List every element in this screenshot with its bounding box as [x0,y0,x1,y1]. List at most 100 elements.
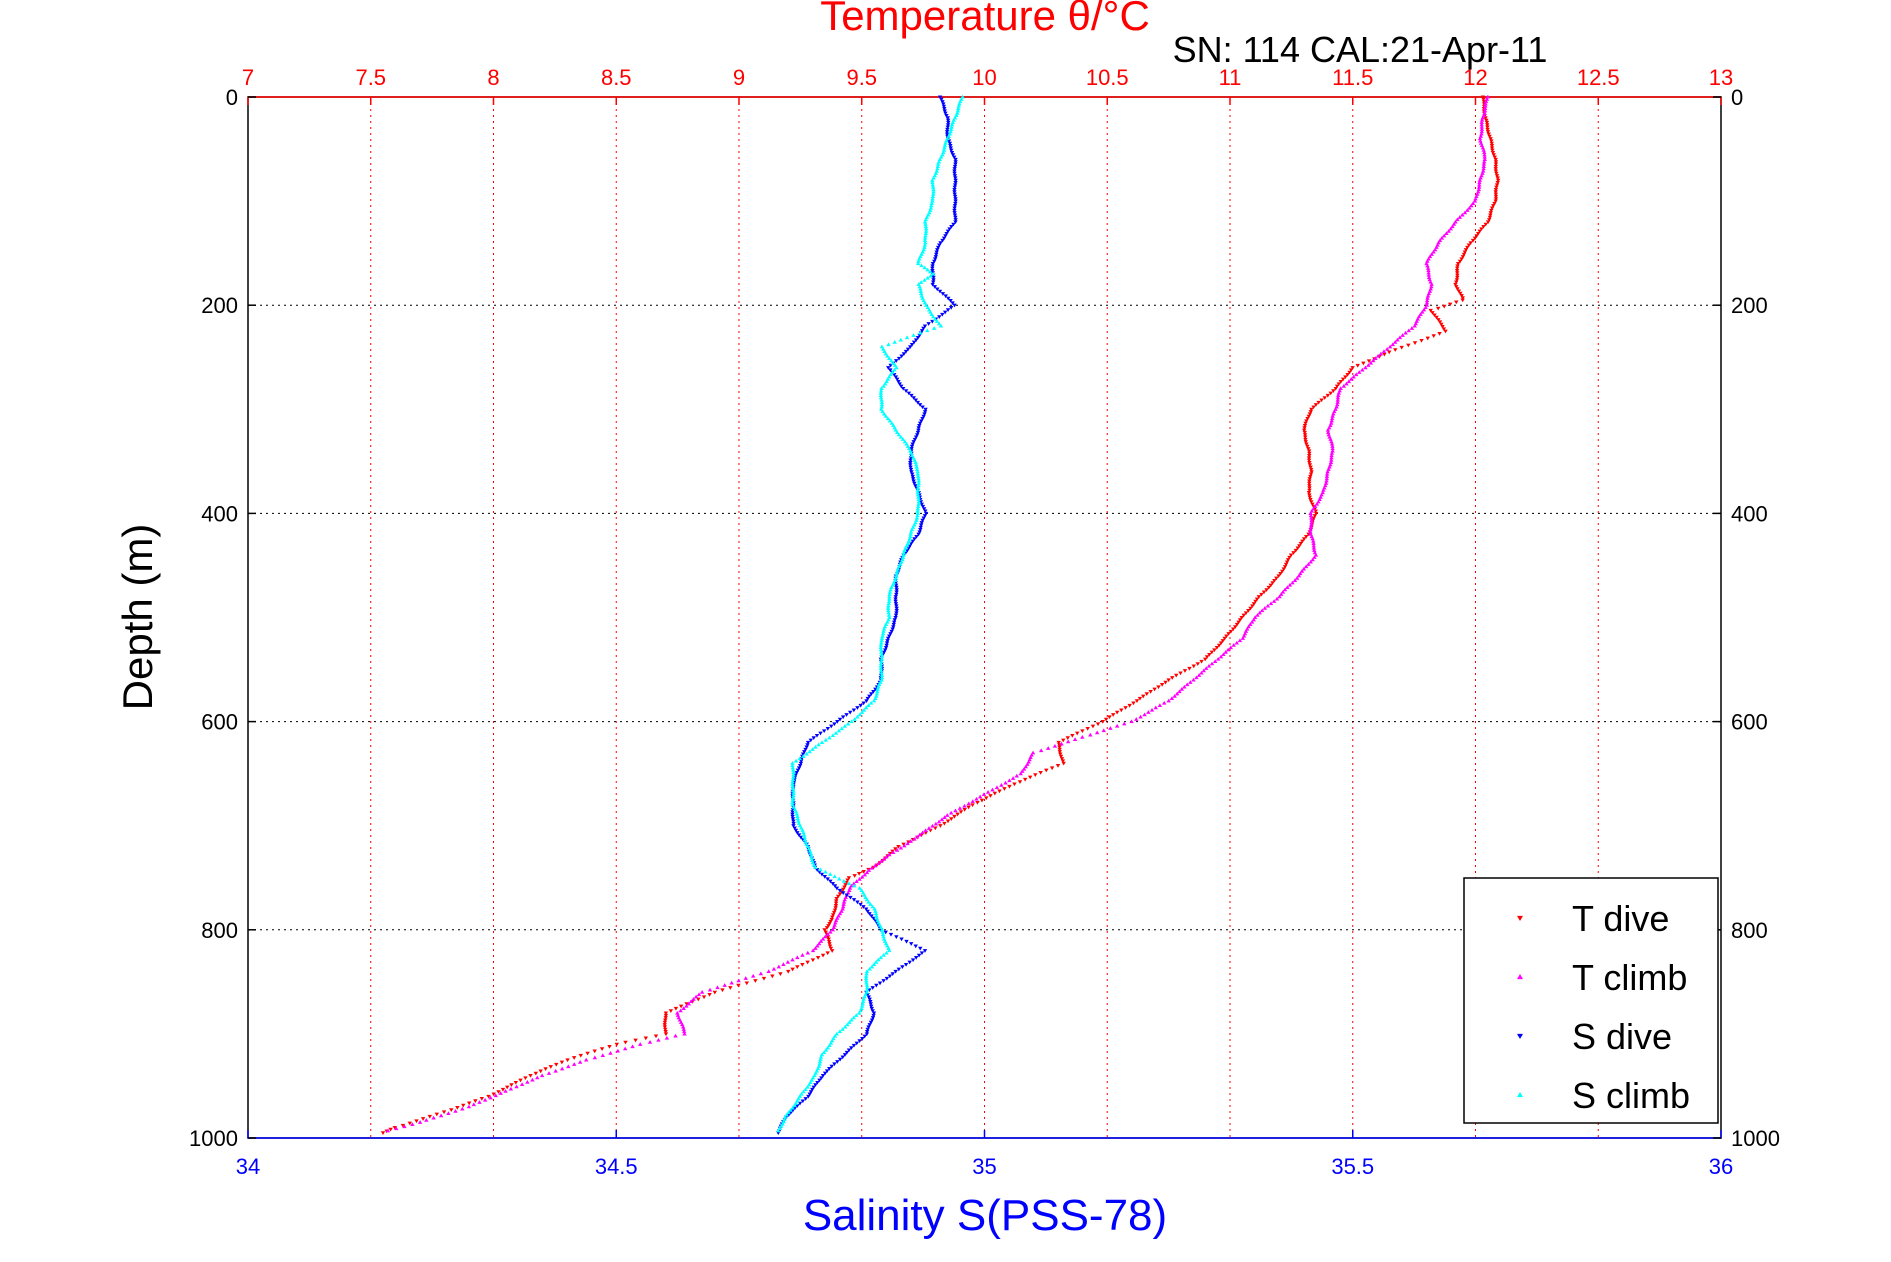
data-point [920,405,925,410]
data-point [1166,678,1171,683]
data-point [894,588,899,592]
data-point [898,337,904,342]
data-point [875,689,880,694]
data-point [946,139,952,144]
data-point [921,414,926,419]
depth-tick-label-left: 400 [201,501,238,526]
data-point [906,391,912,396]
data-point [999,783,1004,787]
data-point [1255,612,1260,617]
data-point [1462,250,1468,255]
data-point [943,294,948,299]
data-point [893,427,898,432]
data-point [827,1043,832,1048]
data-point [663,1030,668,1034]
data-point [566,1064,571,1069]
data-point [1482,157,1487,161]
data-point [857,885,862,890]
data-point [825,932,830,936]
data-point [1330,446,1335,451]
data-point [1482,108,1488,113]
data-point [795,955,800,960]
data-point [885,606,891,610]
data-point [1312,548,1317,552]
data-point [801,830,806,835]
data-point [889,420,895,425]
data-point [807,1092,812,1097]
data-point [939,817,945,822]
legend-marker [1517,1033,1523,1039]
data-point [860,1001,865,1006]
data-point [813,865,818,869]
data-point [863,705,869,710]
data-point [946,296,951,301]
data-point [500,1087,506,1092]
data-point [1230,627,1236,632]
data-point [815,956,821,960]
data-point [941,102,946,107]
data-point [1482,110,1487,115]
data-point [585,1051,590,1056]
data-point [1360,367,1365,372]
data-point [923,224,929,229]
data-point [886,342,891,347]
data-point [887,948,892,953]
data-point [477,1100,482,1104]
data-point [946,120,951,125]
data-point [830,913,836,917]
data-point [813,744,818,749]
data-point [1493,160,1499,164]
data-point [1207,652,1212,657]
data-point [861,707,867,712]
data-point [841,902,846,906]
data-point [722,983,727,987]
data-point [895,566,901,571]
data-point [952,204,958,208]
data-point [1309,500,1314,505]
data-point [1348,368,1354,373]
data-point [1308,472,1314,477]
data-point [1373,356,1378,360]
data-point [805,743,810,747]
data-point [942,143,948,148]
data-point [1313,403,1319,407]
data-point [887,634,892,639]
data-point [879,402,885,407]
data-point [1201,668,1206,673]
data-point [865,696,870,701]
data-point [1333,386,1338,391]
data-point [553,1068,558,1073]
data-point [911,440,916,444]
data-point [1075,731,1080,736]
data-point [571,1056,577,1060]
data-point [922,514,928,518]
data-point [1314,501,1320,506]
data-point [770,974,775,979]
data-point [1424,298,1430,303]
data-point [898,845,904,850]
depth-tick-label-left: 600 [201,710,238,735]
legend-marker [1517,974,1523,980]
data-point [851,1015,856,1020]
data-point [884,976,890,981]
data-point [821,729,827,734]
data-point [1329,455,1334,460]
data-point [1206,663,1212,668]
data-point [823,930,828,935]
data-point [828,929,833,934]
data-point [908,534,913,539]
data-point [503,1088,508,1093]
data-point [720,988,725,993]
data-point [438,1113,444,1118]
data-point [935,287,940,292]
data-point [1222,636,1227,641]
data-point [1059,741,1064,746]
legend-label: S climb [1572,1075,1690,1116]
data-point [554,1062,559,1067]
data-point [816,941,822,946]
data-point [820,1074,826,1078]
data-point [886,603,891,608]
data-point [1421,307,1427,312]
data-point [835,894,841,899]
data-point [790,812,795,817]
